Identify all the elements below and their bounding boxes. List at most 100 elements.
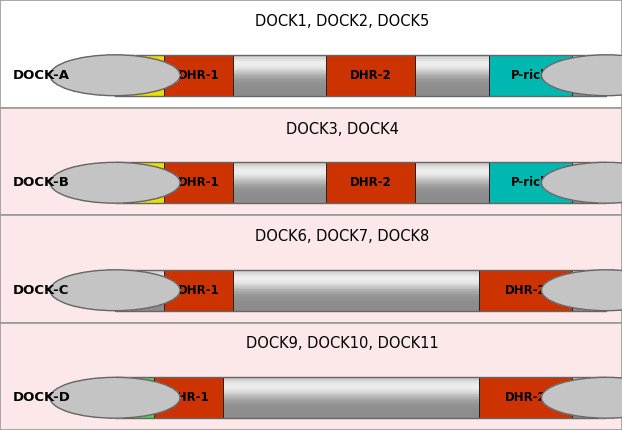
Ellipse shape — [541, 270, 622, 310]
Ellipse shape — [50, 378, 180, 418]
Bar — [115, 413, 606, 414]
Bar — [115, 286, 606, 287]
Ellipse shape — [541, 162, 622, 203]
Ellipse shape — [541, 378, 622, 418]
Bar — [115, 399, 606, 400]
Ellipse shape — [541, 378, 622, 418]
Ellipse shape — [541, 378, 622, 418]
Bar — [115, 293, 606, 294]
Ellipse shape — [541, 270, 622, 310]
Ellipse shape — [541, 162, 622, 203]
Ellipse shape — [50, 270, 180, 310]
Ellipse shape — [541, 378, 622, 418]
Ellipse shape — [50, 378, 180, 418]
Ellipse shape — [50, 378, 180, 418]
Bar — [115, 172, 606, 173]
Ellipse shape — [50, 55, 180, 96]
Bar — [115, 171, 606, 172]
Ellipse shape — [541, 55, 622, 96]
Ellipse shape — [541, 55, 622, 96]
Ellipse shape — [50, 162, 180, 203]
Ellipse shape — [50, 270, 180, 310]
Ellipse shape — [50, 55, 180, 96]
Ellipse shape — [50, 55, 180, 96]
Ellipse shape — [50, 55, 180, 96]
Bar — [488, 55, 572, 96]
Bar — [115, 407, 606, 408]
Ellipse shape — [541, 378, 622, 418]
Ellipse shape — [50, 378, 180, 418]
Ellipse shape — [50, 162, 180, 203]
Bar — [115, 87, 606, 88]
Ellipse shape — [50, 378, 180, 418]
Ellipse shape — [50, 162, 180, 203]
Ellipse shape — [50, 162, 180, 203]
Bar — [115, 291, 606, 292]
Ellipse shape — [541, 55, 622, 96]
Ellipse shape — [50, 378, 180, 418]
Ellipse shape — [541, 162, 622, 203]
Ellipse shape — [541, 55, 622, 96]
Ellipse shape — [50, 378, 180, 418]
Ellipse shape — [50, 162, 180, 203]
Ellipse shape — [541, 55, 622, 96]
Bar — [115, 402, 606, 403]
Bar — [115, 162, 606, 163]
Bar — [115, 389, 606, 390]
Bar — [327, 162, 415, 203]
Ellipse shape — [541, 378, 622, 418]
Text: DHR-1: DHR-1 — [178, 69, 220, 82]
Ellipse shape — [541, 55, 622, 96]
Ellipse shape — [50, 270, 180, 310]
Ellipse shape — [50, 55, 180, 96]
Ellipse shape — [541, 378, 622, 418]
Ellipse shape — [541, 162, 622, 203]
Bar — [115, 75, 606, 76]
Ellipse shape — [541, 162, 622, 203]
Ellipse shape — [541, 270, 622, 310]
Ellipse shape — [50, 378, 180, 418]
Bar — [115, 281, 606, 282]
Bar — [115, 68, 606, 69]
Ellipse shape — [50, 378, 180, 418]
Ellipse shape — [541, 162, 622, 203]
Ellipse shape — [50, 55, 180, 96]
Ellipse shape — [541, 270, 622, 310]
Bar — [115, 416, 606, 417]
Bar — [115, 164, 606, 165]
Bar — [115, 199, 606, 200]
Bar — [154, 378, 223, 418]
Ellipse shape — [541, 162, 622, 203]
Ellipse shape — [50, 270, 180, 310]
Ellipse shape — [50, 378, 180, 418]
Ellipse shape — [50, 378, 180, 418]
Ellipse shape — [541, 378, 622, 418]
Bar — [115, 200, 606, 201]
Bar — [115, 388, 606, 389]
Ellipse shape — [541, 378, 622, 418]
Bar — [115, 94, 606, 95]
Ellipse shape — [50, 378, 180, 418]
Ellipse shape — [50, 55, 180, 96]
Bar — [115, 63, 606, 64]
Bar — [115, 59, 606, 60]
Bar — [115, 189, 606, 190]
Ellipse shape — [541, 270, 622, 310]
Ellipse shape — [50, 270, 180, 310]
Ellipse shape — [541, 378, 622, 418]
Ellipse shape — [50, 162, 180, 203]
Bar — [115, 385, 606, 386]
Ellipse shape — [541, 270, 622, 310]
Ellipse shape — [541, 55, 622, 96]
Ellipse shape — [50, 378, 180, 418]
Ellipse shape — [50, 162, 180, 203]
Ellipse shape — [50, 55, 180, 96]
Ellipse shape — [541, 55, 622, 96]
Ellipse shape — [541, 162, 622, 203]
Ellipse shape — [541, 378, 622, 418]
Bar — [115, 69, 606, 71]
Ellipse shape — [541, 270, 622, 310]
Ellipse shape — [50, 270, 180, 310]
Ellipse shape — [541, 378, 622, 418]
Ellipse shape — [541, 270, 622, 310]
